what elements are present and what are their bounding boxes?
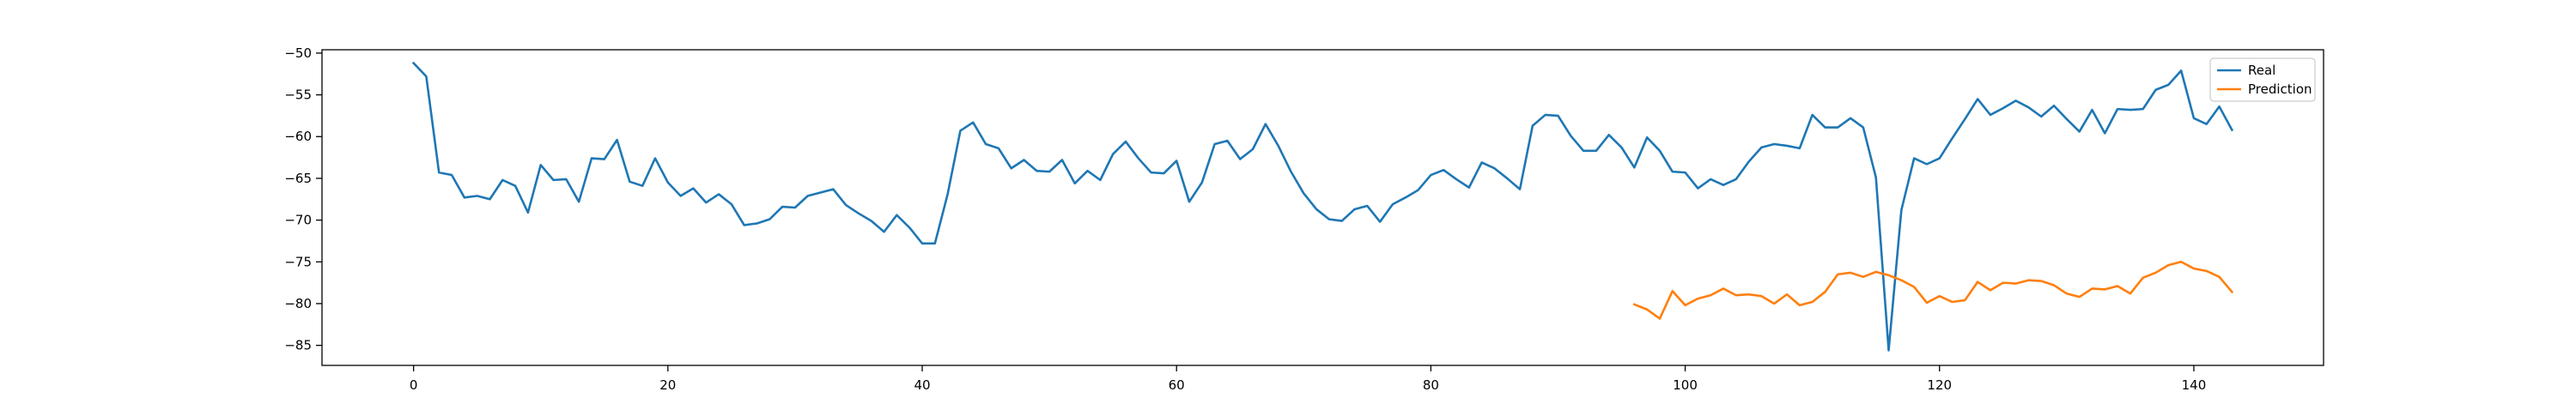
chart-marks (411, 61, 2234, 352)
y-tick-label: −50 (284, 45, 312, 61)
x-tick-label: 20 (659, 377, 676, 393)
x-tick-label: 80 (1423, 377, 1439, 393)
y-tick-label: −60 (284, 129, 312, 144)
chart-axes: 0 20 40 60 80 100 120 140 −50 −55 −60 −65 −70 −75 −80 −… (284, 45, 2324, 393)
chart-legend: Real Prediction (2209, 57, 2316, 102)
y-tick-label: −55 (284, 87, 312, 103)
x-tick-label: 100 (1673, 377, 1698, 393)
y-tick-label: −70 (284, 213, 312, 228)
x-tick-label: 120 (1927, 377, 1952, 393)
x-tick-label: 40 (914, 377, 930, 393)
y-tick-label: −75 (284, 254, 312, 269)
y-tick-label: −85 (284, 338, 312, 353)
legend-box (2209, 57, 2316, 102)
x-tick-label: 60 (1169, 377, 1185, 393)
x-tick-label: 0 (410, 377, 418, 393)
y-tick-label: −65 (284, 171, 312, 186)
y-tick-label: −80 (284, 296, 312, 311)
legend-label-prediction: Prediction (2248, 81, 2312, 97)
series-line-prediction (1632, 260, 2234, 320)
axes-frame (321, 49, 2324, 366)
x-tick-label: 140 (2182, 377, 2207, 393)
series-line-real (411, 61, 2234, 352)
legend-label-real: Real (2248, 63, 2275, 78)
